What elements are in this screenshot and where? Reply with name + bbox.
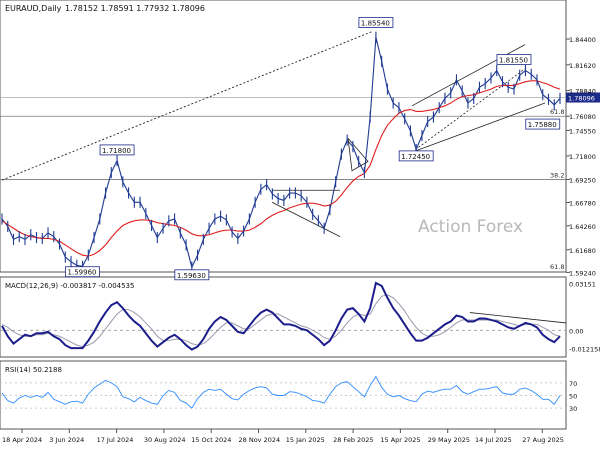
price-annotation-label: 1.81550 — [499, 56, 528, 64]
price-annotation-label: 1.75880 — [528, 121, 557, 129]
x-axis-label: 29 May 2025 — [428, 436, 470, 444]
current-price-tag — [566, 92, 600, 103]
price-y-tick-label: 1.71800 — [569, 153, 596, 161]
price-y-tick-label: 1.61680 — [569, 247, 596, 255]
x-axis-label: 15 Jan 2025 — [286, 436, 325, 444]
fib-level-label: 61.8 — [550, 108, 564, 116]
price-y-tick-label: 1.66780 — [569, 199, 596, 207]
price-annotation-box — [174, 269, 210, 281]
channel-lower-line — [411, 102, 546, 153]
price-annotation-label: 1.85540 — [361, 19, 390, 27]
price-annotation-box — [358, 17, 394, 28]
x-axis-label: 3 Jun 2024 — [49, 436, 84, 444]
price-y-tick-label: 1.59240 — [569, 269, 596, 277]
watermark: Action Forex — [418, 217, 523, 237]
rsi-line — [1, 375, 561, 409]
x-axis-label: 27 Aug 2025 — [522, 436, 564, 444]
rsi-y-tick-label: 70 — [569, 380, 577, 388]
long-dotted-trendline — [1, 31, 373, 181]
ohlc-label: 1.78152 1.78591 1.77932 1.78096 — [65, 4, 205, 13]
rsi-title: RSI(14) 50.2188 — [5, 366, 62, 374]
macd-line — [1, 281, 561, 351]
x-axis-label: 30 Aug 2024 — [144, 436, 186, 444]
macd-panel-frame — [0, 276, 567, 358]
current-price-label: 1.78096 — [568, 95, 595, 103]
price-y-tick-label: 1.76080 — [569, 113, 596, 121]
macd-title: MACD(12,26,9) -0.003817 -0.004535 — [5, 282, 134, 290]
moving-average-line — [1, 80, 561, 257]
fib-level-label: 61.8 — [550, 263, 564, 271]
flag-pattern — [347, 138, 369, 172]
macd-trendline — [469, 312, 567, 324]
x-axis-label: 28 Feb 2025 — [333, 436, 373, 444]
x-axis-label: 28 Nov 2024 — [239, 436, 281, 444]
price-y-tick-label: 1.74550 — [569, 127, 596, 135]
x-axis-label: 14 Jul 2025 — [475, 436, 512, 444]
price-annotation-box — [398, 150, 434, 162]
rsi-y-tick-label: 50 — [569, 393, 577, 401]
price-annotation-box — [496, 54, 532, 65]
macd-y-tick-label: 0.00 — [569, 327, 583, 335]
price-annotation-label: 1.71800 — [102, 147, 131, 155]
rsi-panel-frame — [0, 360, 567, 430]
symbol-label: EURAUD,Daily — [5, 4, 62, 13]
price-annotation-box — [65, 266, 100, 278]
macd-y-tick-label: 0.03151 — [569, 281, 596, 289]
fib-level-label: 38.2 — [550, 172, 564, 180]
price-line — [1, 37, 561, 269]
channel-upper-line — [411, 44, 526, 107]
price-annotation-box — [525, 118, 561, 130]
x-axis-label: 18 Apr 2024 — [2, 436, 42, 444]
triangle-lower-line — [271, 201, 341, 237]
x-axis-label: 17 Jul 2024 — [97, 436, 134, 444]
price-annotation-label: 1.59960 — [68, 269, 97, 277]
price-y-tick-label: 1.81620 — [569, 62, 596, 70]
price-annotation-label: 1.59630 — [177, 272, 206, 280]
price-annotation-box — [99, 144, 135, 156]
price-annotation-label: 1.72450 — [401, 153, 430, 161]
price-panel-frame — [0, 0, 567, 273]
price-y-tick-label: 1.78840 — [569, 88, 596, 96]
price-y-tick-label: 1.69250 — [569, 177, 596, 185]
rsi-y-tick-label: 30 — [569, 405, 577, 413]
channel-dotted-line — [411, 68, 526, 153]
macd-y-tick-label: -0.012158 — [569, 345, 600, 353]
price-y-tick-label: 1.84400 — [569, 36, 596, 44]
price-y-tick-label: 1.64260 — [569, 223, 596, 231]
x-axis-label: 15 Apr 2025 — [380, 436, 420, 444]
x-axis-label: 15 Oct 2024 — [191, 436, 231, 444]
